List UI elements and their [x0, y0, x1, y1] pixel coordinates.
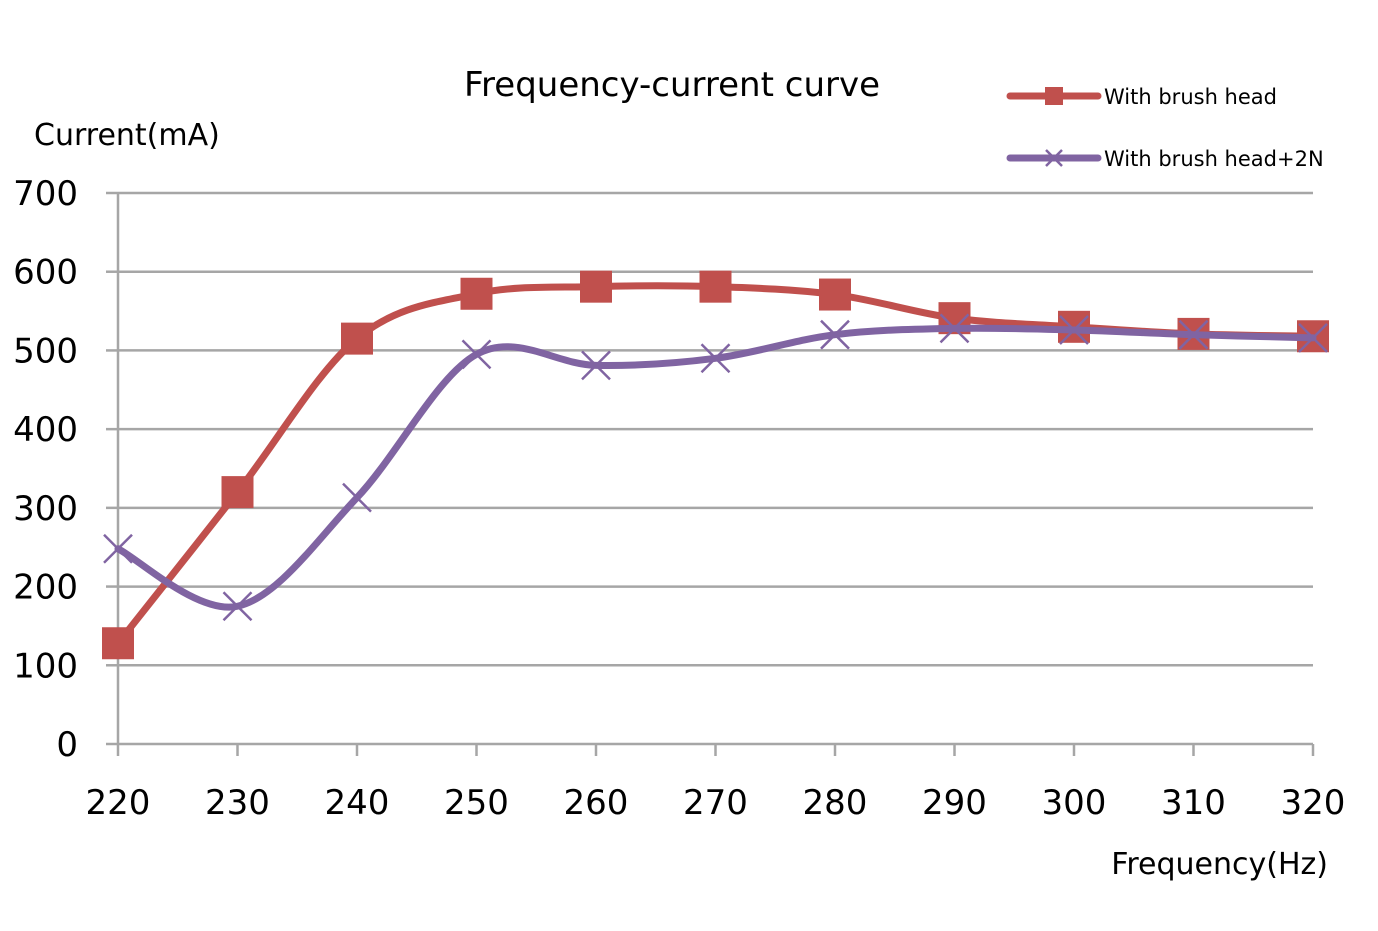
y-tick-label: 100	[13, 646, 78, 686]
data-point	[1059, 315, 1089, 345]
data-point	[819, 278, 851, 311]
gridlines	[118, 191, 1313, 667]
data-point	[581, 350, 611, 381]
data-point	[580, 270, 612, 303]
x-tick-label: 320	[1281, 783, 1346, 823]
series-2	[103, 313, 1328, 622]
x-axis-label: Frequency(Hz)	[1111, 847, 1328, 882]
data-point	[1298, 322, 1328, 353]
data-point-stroke	[820, 319, 850, 350]
legend-label: With brush head	[1104, 85, 1277, 109]
data-point-stroke	[103, 533, 133, 564]
series-line	[114, 324, 1317, 611]
data-point	[221, 476, 254, 509]
y-tick-label: 700	[13, 174, 78, 214]
legend-swatch-marker	[1045, 149, 1063, 167]
data-point	[102, 627, 134, 660]
x-tick-label: 250	[444, 783, 509, 823]
legend: With brush head With brush head+2N	[1006, 85, 1324, 171]
x-tick-label: 230	[205, 783, 270, 823]
x-tick-label: 280	[803, 783, 868, 823]
series-lines	[102, 270, 1329, 660]
y-tick-label: 200	[13, 568, 78, 608]
data-point	[820, 319, 850, 350]
data-point-stroke	[700, 343, 731, 374]
y-tick-label: 400	[13, 410, 78, 450]
axes: 0 100 200 300 400 500 600 700 220 230 240 250 260 270…	[13, 174, 1345, 823]
x-tick-label: 290	[922, 783, 987, 823]
data-point	[460, 277, 493, 310]
x-tick-label: 270	[683, 783, 748, 823]
x-tick-label: 240	[325, 783, 390, 823]
y-tick-label: 600	[13, 253, 78, 293]
x-tick-label: 300	[1042, 783, 1107, 823]
data-point-stroke	[939, 313, 970, 344]
data-point	[461, 339, 492, 370]
data-point	[103, 533, 133, 564]
data-point	[222, 591, 253, 622]
legend-item-1: With brush head	[1006, 85, 1277, 109]
y-tick-label: 0	[56, 725, 78, 765]
data-point-stroke	[581, 350, 611, 381]
data-point	[700, 343, 731, 374]
data-point-stroke	[1059, 315, 1089, 345]
data-point-stroke	[342, 482, 372, 513]
y-tick-label: 500	[13, 331, 78, 371]
chart-title: Frequency-current curve	[464, 65, 880, 105]
data-point	[1178, 319, 1209, 350]
legend-item-2: With brush head+2N	[1006, 147, 1324, 171]
data-point-stroke	[222, 591, 253, 622]
legend-swatch-marker	[1045, 87, 1063, 105]
data-point-stroke	[1178, 319, 1209, 350]
data-point-stroke	[1298, 322, 1328, 353]
x-tick-label: 260	[564, 783, 629, 823]
y-tick-label: 300	[13, 489, 78, 529]
x-tick-label: 310	[1161, 783, 1226, 823]
x-tick-label: 220	[86, 783, 151, 823]
data-point-stroke	[461, 339, 492, 370]
data-point	[939, 313, 970, 344]
y-axis-label: Current(mA)	[34, 118, 220, 153]
series-line	[114, 282, 1317, 647]
legend-label: With brush head+2N	[1104, 147, 1324, 171]
data-point	[341, 322, 373, 355]
data-point	[699, 270, 732, 303]
series-1	[102, 270, 1329, 660]
data-point	[342, 482, 372, 513]
